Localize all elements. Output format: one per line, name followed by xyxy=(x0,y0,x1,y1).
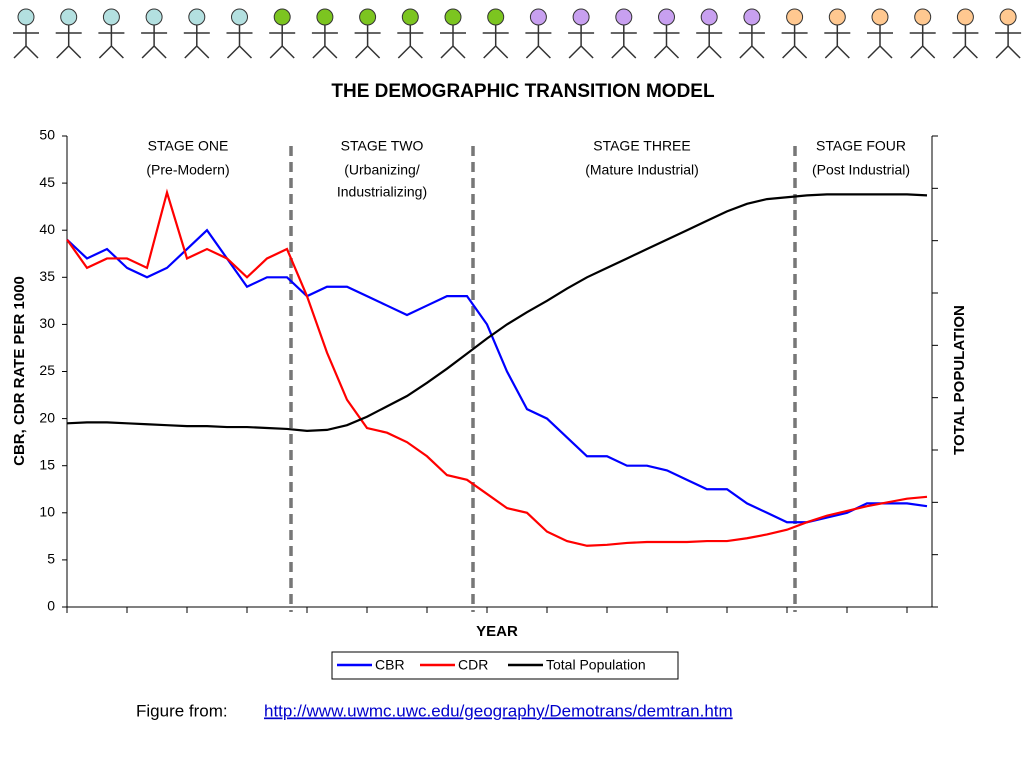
stage-title: STAGE TWO xyxy=(341,138,424,154)
figure-body xyxy=(440,25,466,59)
caption-prefix: Figure from: xyxy=(136,701,228,720)
figure-head xyxy=(871,8,889,26)
figure-head xyxy=(102,8,120,26)
figure-body xyxy=(226,25,253,59)
figure-head xyxy=(615,8,633,26)
y-tick-label: 25 xyxy=(39,362,55,378)
y-tick-label: 30 xyxy=(39,315,55,331)
figure-body xyxy=(269,25,296,59)
figure-body xyxy=(781,25,808,59)
figure-head xyxy=(359,8,377,26)
figure-head xyxy=(700,8,718,26)
figure-head xyxy=(444,8,462,26)
figure-body xyxy=(183,25,210,59)
stage-subtitle: (Mature Industrial) xyxy=(585,162,699,178)
stage-subtitle: (Post Industrial) xyxy=(812,162,910,178)
x-axis-label: YEAR xyxy=(476,623,518,640)
figure-body xyxy=(13,25,39,59)
chart-title: THE DEMOGRAPHIC TRANSITION MODEL xyxy=(331,81,715,102)
legend-label: CBR xyxy=(375,657,405,673)
stage-subtitle: (Pre-Modern) xyxy=(146,162,229,178)
legend-label: CDR xyxy=(458,657,488,673)
figure-head xyxy=(487,8,505,26)
figure-head xyxy=(743,8,761,26)
legend xyxy=(331,651,679,680)
figure-head xyxy=(572,8,590,26)
figure-body xyxy=(867,25,893,59)
series-line xyxy=(66,193,928,432)
stage-title: STAGE THREE xyxy=(593,138,691,154)
y-tick-label: 15 xyxy=(39,456,55,472)
y-tick-label: 10 xyxy=(39,504,55,520)
figure-head xyxy=(658,8,675,26)
figure-body xyxy=(696,25,723,59)
stage-subtitle: Industrializing) xyxy=(337,184,427,200)
figure-head xyxy=(273,8,291,26)
figure-body xyxy=(397,25,424,59)
figure-body xyxy=(141,25,168,59)
figure-head xyxy=(529,8,547,26)
figure-body xyxy=(653,25,680,59)
stage-subtitle: (Urbanizing/ xyxy=(344,162,420,178)
figure-head xyxy=(828,8,846,26)
y-tick-label: 0 xyxy=(47,598,55,614)
figure-body xyxy=(482,25,509,59)
figure-body xyxy=(568,25,595,59)
figure-body xyxy=(995,25,1022,59)
figure-head xyxy=(914,8,932,26)
figure-body xyxy=(525,25,552,59)
legend-label: Total Population xyxy=(546,657,646,673)
figure-head xyxy=(145,8,163,26)
caption-link[interactable]: http://www.uwmc.uwc.edu/geography/Demotr… xyxy=(264,701,733,720)
figure-head xyxy=(231,8,248,26)
figure-body xyxy=(952,25,979,59)
y-tick-label: 20 xyxy=(39,409,55,425)
y-tick-label: 50 xyxy=(39,127,55,143)
figure-head xyxy=(188,8,206,26)
figure-head xyxy=(316,8,334,26)
figure-head xyxy=(956,8,974,26)
y-tick-label: 5 xyxy=(47,551,55,567)
figure-body xyxy=(354,25,381,59)
figure-body xyxy=(55,25,82,59)
y2-axis-label: TOTAL POPULATION xyxy=(951,305,968,455)
series-line xyxy=(66,188,928,547)
y-tick-label: 45 xyxy=(39,174,55,190)
figure-body xyxy=(909,25,936,59)
y-tick-label: 40 xyxy=(39,221,55,237)
figure-body xyxy=(738,25,765,59)
y-tick-label: 35 xyxy=(39,268,55,284)
figure-head xyxy=(786,8,804,26)
series-line xyxy=(66,228,928,524)
figure-body xyxy=(610,25,637,59)
figure-head xyxy=(17,8,35,26)
stage-title: STAGE ONE xyxy=(148,138,229,154)
figure-head xyxy=(999,8,1017,26)
figure-body xyxy=(311,25,338,59)
figure-body xyxy=(824,25,851,59)
figure-head xyxy=(60,8,78,26)
stage-title: STAGE FOUR xyxy=(816,138,906,154)
figure-head xyxy=(401,8,419,26)
figure-body xyxy=(98,25,125,59)
y-axis-label: CBR, CDR RATE PER 1000 xyxy=(11,276,28,466)
